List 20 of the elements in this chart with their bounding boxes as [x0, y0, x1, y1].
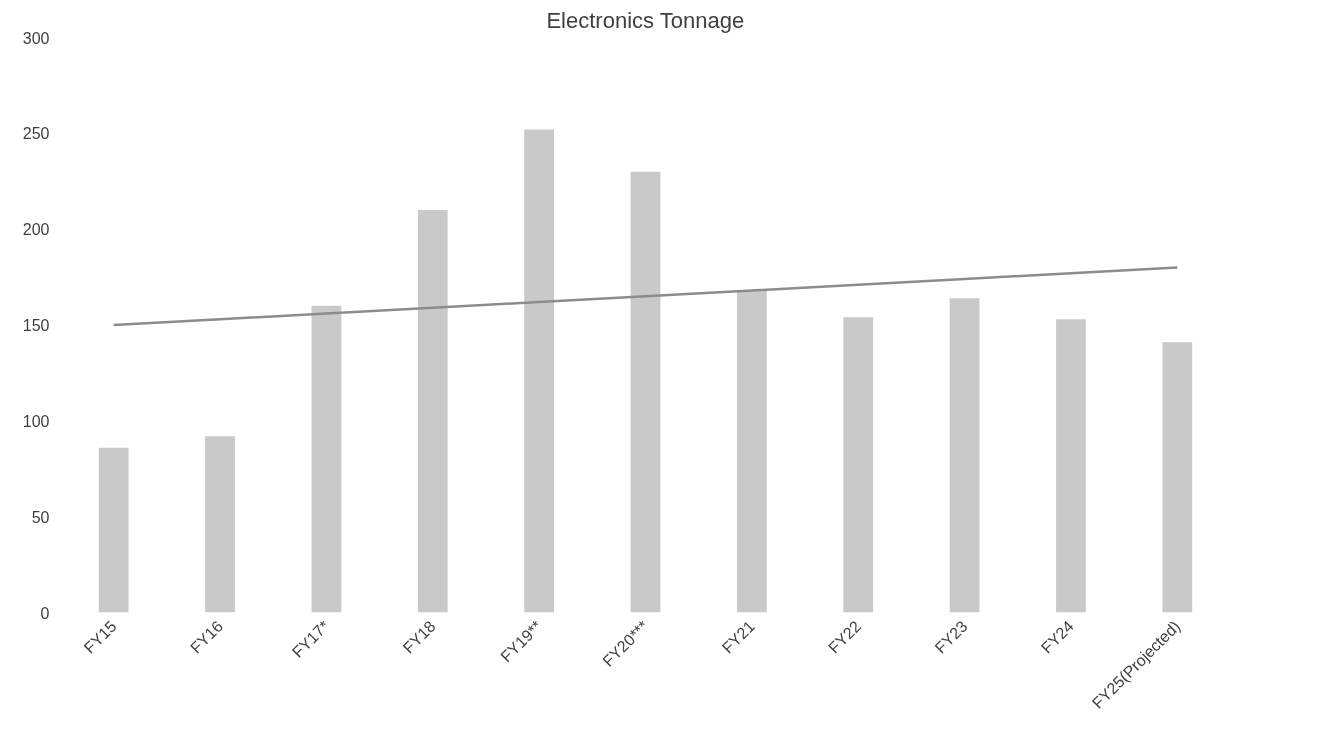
bar [843, 317, 874, 613]
y-tick-label: 200 [22, 221, 50, 239]
bar [630, 171, 661, 613]
bar [98, 447, 129, 613]
bar [1056, 319, 1086, 613]
y-tick-label: 0 [40, 604, 50, 622]
bar [417, 210, 448, 613]
y-tick-label: 300 [22, 29, 50, 47]
bar [1162, 342, 1193, 613]
bar [949, 298, 980, 613]
chart-title: Electronics Tonnage [546, 7, 745, 33]
y-tick-label: 250 [22, 125, 50, 143]
bar [311, 305, 342, 613]
line-series [112, 266, 1179, 327]
y-tick-label: 50 [31, 508, 50, 526]
y-tick-label: 150 [22, 317, 50, 334]
y-tick-label: 100 [22, 412, 50, 430]
bar [205, 436, 235, 613]
bar [736, 290, 767, 613]
bar [524, 129, 555, 613]
